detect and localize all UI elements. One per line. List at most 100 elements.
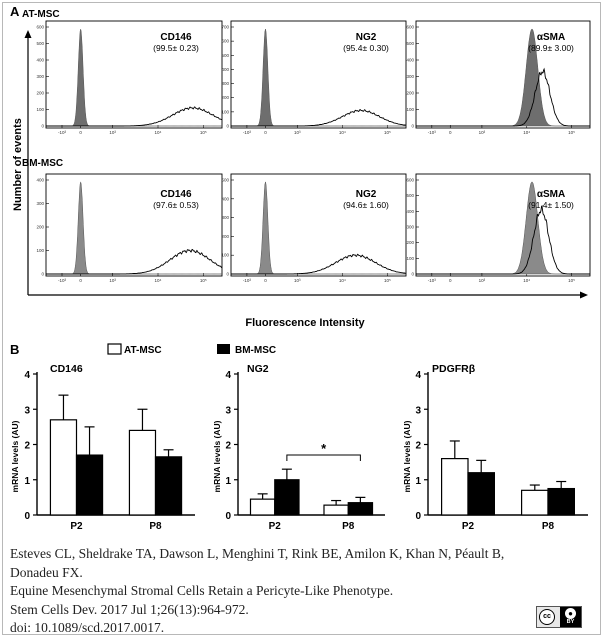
x-tick-label: 0 xyxy=(264,278,267,283)
x-tick-label: 10⁴ xyxy=(339,278,346,283)
x-tick-label: 0 xyxy=(264,130,267,135)
x-tick-label: 10⁴ xyxy=(339,130,346,135)
y-tick-label: 3 xyxy=(24,405,30,416)
y-tick-label: 300 xyxy=(406,225,414,230)
y-tick-label: 3 xyxy=(225,405,231,416)
y-tick-label: 600 xyxy=(406,178,414,183)
y-tick-label: 300 xyxy=(221,215,229,220)
citation-doi: doi: 10.1089/scd.2017.0017. xyxy=(10,620,165,636)
y-tick-label: 700 xyxy=(221,25,229,30)
citation-title: Equine Mesenchymal Stromal Cells Retain … xyxy=(10,583,394,599)
cc-logo-icon: cc xyxy=(539,609,555,625)
y-tick-label: 0 xyxy=(225,511,231,522)
marker-histogram xyxy=(46,248,223,275)
y-tick-label: 0 xyxy=(411,124,414,129)
x-tick-label: -10³ xyxy=(243,278,252,283)
y-tick-label: 200 xyxy=(406,240,414,245)
x-tick-label: 0 xyxy=(449,278,452,283)
legend-at-msc-swatch xyxy=(107,343,122,355)
bm-msc-row-label: BM-MSC xyxy=(22,158,63,169)
x-tick-label: 10⁵ xyxy=(384,278,391,283)
bar-bm-msc-p8 xyxy=(547,487,575,516)
bar-chart-y-label: mRNA levels (AU) xyxy=(212,420,222,492)
y-tick-label: 400 xyxy=(406,58,414,63)
bar-chart-cd146: CD146 mRNA levels (AU) 0 1 2 3 4 P2 P8 xyxy=(10,363,195,532)
isotype-control-histogram xyxy=(231,181,406,275)
flow-histogram-5: 0 100 200 300 400 500 -10³ 0 10³ 10⁴ 10⁵ NG2(94.6± … xyxy=(221,173,407,283)
x-tick-label: -10³ xyxy=(243,130,252,135)
bar-at-msc-p2 xyxy=(49,419,78,516)
bar-chart-title: NG2 xyxy=(247,363,269,375)
y-tick-label: 1 xyxy=(415,476,421,487)
marker-name: CD146 xyxy=(160,189,192,200)
person-icon: ● xyxy=(565,608,576,619)
at-msc-row-label: AT-MSC xyxy=(22,9,60,20)
y-tick-label: 100 xyxy=(36,107,44,112)
x-tick-label: 10⁵ xyxy=(200,278,207,283)
bar-chart-pdgfr: PDGFRβ mRNA levels (AU) 0 1 2 3 4 P2 P8 xyxy=(402,363,588,532)
marker-histogram xyxy=(231,253,407,275)
y-tick-label: 0 xyxy=(226,124,229,129)
y-tick-label: 1 xyxy=(24,476,30,487)
x-tick-label: 10³ xyxy=(294,278,301,283)
marker-histogram xyxy=(46,106,223,127)
y-axis-label: Number of events xyxy=(12,118,24,211)
y-tick-label: 300 xyxy=(36,201,44,206)
bar-at-msc-p8 xyxy=(520,489,549,516)
marker-histogram xyxy=(416,67,590,127)
bar-bm-msc-p2 xyxy=(467,472,495,516)
x-axis-label: Fluorescence Intensity xyxy=(245,317,365,329)
plot-frame xyxy=(230,173,407,277)
marker-histogram xyxy=(416,204,590,275)
mrna-bar-charts: CD146 mRNA levels (AU) 0 1 2 3 4 P2 P8 NG2 mRNA le… xyxy=(10,363,588,532)
plot-frame xyxy=(230,20,407,129)
positive-percentage: (94.6± 1.60) xyxy=(343,200,389,210)
y-tick-label: 0 xyxy=(411,272,414,277)
legend-bm-msc-swatch xyxy=(217,344,230,354)
bar-chart-title: PDGFRβ xyxy=(432,363,476,375)
y-tick-label: 0 xyxy=(226,272,229,277)
by-attribution-icon: ● BY xyxy=(560,607,581,627)
significance-marker: * xyxy=(321,441,327,456)
x-tick-label: 10⁴ xyxy=(523,130,530,135)
isotype-control-histogram xyxy=(46,181,222,275)
y-tick-label: 0 xyxy=(41,124,44,129)
positive-percentage: (97.6± 0.53) xyxy=(153,200,199,210)
bar-bm-msc-p8 xyxy=(154,456,183,516)
x-tick-label: 10³ xyxy=(109,130,116,135)
marker-name: CD146 xyxy=(160,32,192,43)
flow-histogram-4: 0 100 200 300 400 -10³ 0 10³ 10⁴ 10⁵ CD146(97.6± 0… xyxy=(36,173,223,283)
y-tick-label: 600 xyxy=(221,39,229,44)
x-tick-label: 10⁵ xyxy=(568,278,575,283)
bar-bm-msc-p2 xyxy=(274,479,300,516)
bar-at-msc-p2 xyxy=(249,498,276,516)
y-tick-label: 300 xyxy=(406,74,414,79)
x-tick-label: 0 xyxy=(79,130,82,135)
x-tick-label: -10³ xyxy=(428,278,437,283)
category-label: P2 xyxy=(70,521,83,532)
flow-histogram-6: 0 100 200 300 400 500 600 -10³ 0 10³ 10⁴ 10⁵ αSMA(91… xyxy=(406,173,591,283)
y-tick-label: 4 xyxy=(415,370,421,381)
x-tick-label: 10⁴ xyxy=(523,278,530,283)
y-tick-label: 400 xyxy=(36,178,44,183)
flow-histogram-2: 0 100 200 300 400 500 600 700 -10³ 0 10³ 10⁴ 10⁵ NG2(… xyxy=(221,20,407,135)
y-tick-label: 0 xyxy=(24,511,30,522)
y-tick-label: 400 xyxy=(221,67,229,72)
y-tick-label: 400 xyxy=(36,58,44,63)
plot-frame xyxy=(45,20,223,129)
legend-at-msc-label: AT-MSC xyxy=(124,345,162,356)
bar-chart-ng2: NG2 mRNA levels (AU) 0 1 2 3 4 P2 P8 * xyxy=(212,363,385,532)
marker-name: αSMA xyxy=(537,32,565,43)
positive-percentage: (91.4± 1.50) xyxy=(528,200,574,210)
bar-bm-msc-p2 xyxy=(75,454,104,516)
cc-by-license-badge[interactable]: cc ● BY xyxy=(536,606,582,628)
x-tick-label: 10³ xyxy=(479,130,486,135)
marker-histogram xyxy=(231,109,407,127)
y-tick-label: 600 xyxy=(406,25,414,30)
x-tick-label: 10⁵ xyxy=(568,130,575,135)
flow-histogram-3: 0 100 200 300 400 500 600 -10³ 0 10³ 10⁴ 10⁵ αSMA(89… xyxy=(406,20,591,135)
y-tick-label: 4 xyxy=(225,370,231,381)
x-tick-label: 10⁵ xyxy=(200,130,207,135)
x-tick-label: 10⁴ xyxy=(155,278,162,283)
flow-histogram-1: 0 100 200 300 400 500 600 -10³ 0 10³ 10⁴ 10⁵ CD146(9… xyxy=(36,20,223,135)
